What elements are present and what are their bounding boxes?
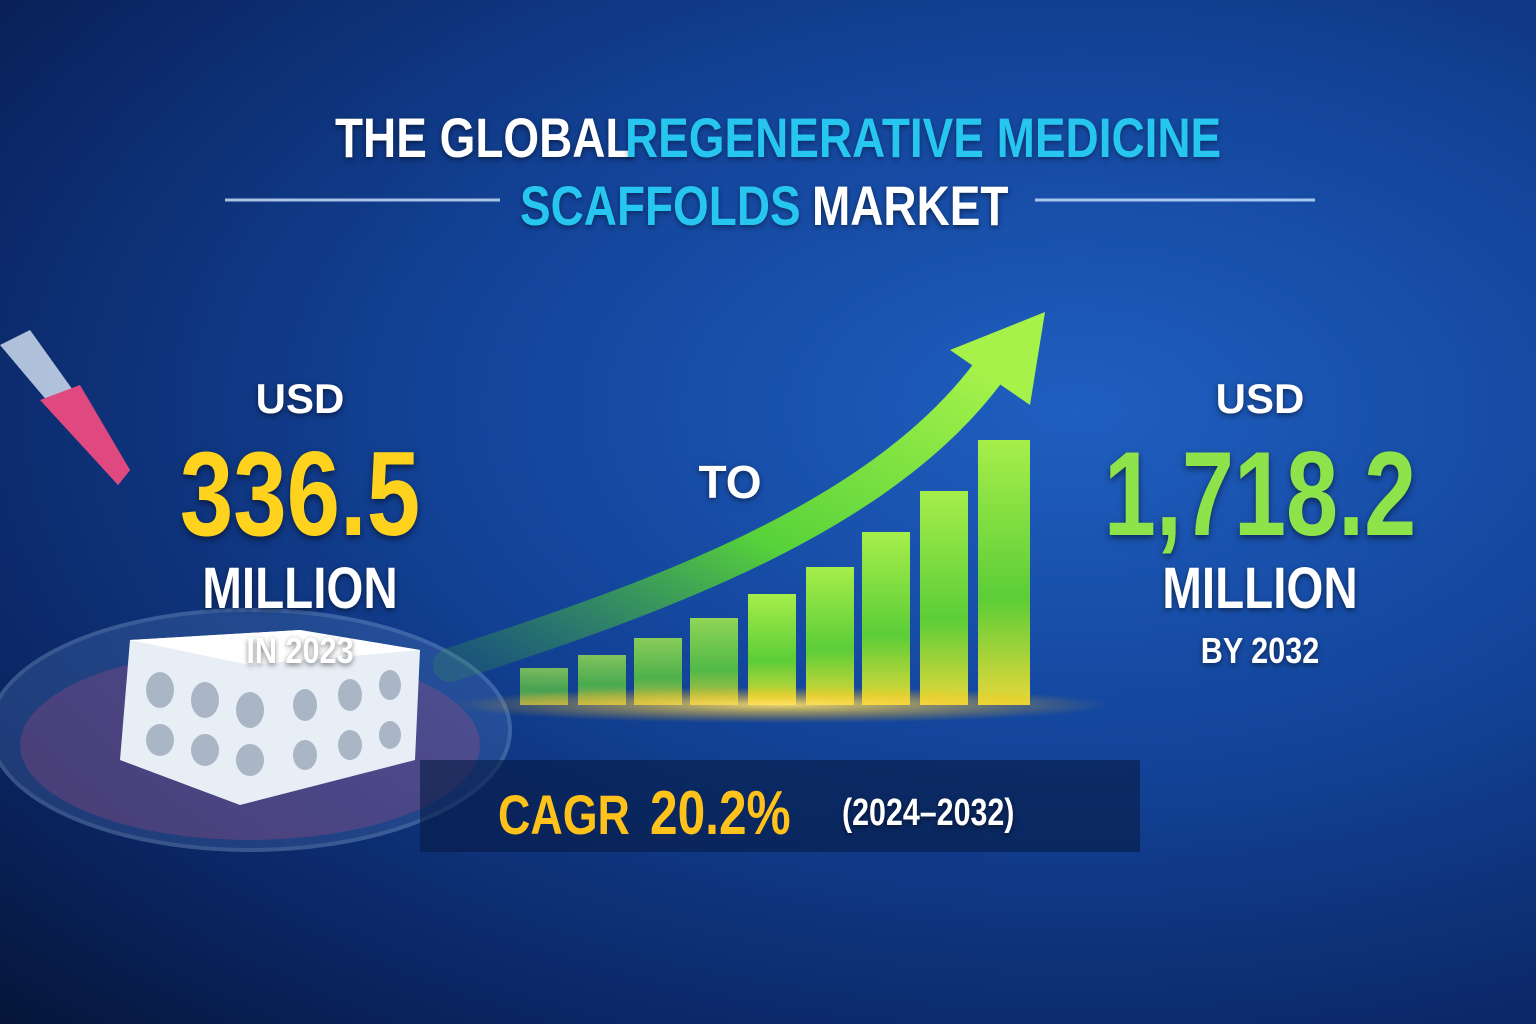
title-text: THE GLOBAL (335, 106, 634, 169)
start-currency: USD (255, 375, 345, 422)
title-accent: REGENERATIVE MEDICINE (625, 106, 1222, 169)
cagr-period: (2024–2032) (842, 792, 1015, 834)
end-currency: USD (1215, 375, 1305, 422)
start-period: IN 2023 (246, 630, 354, 671)
start-value: 336.5 (179, 427, 421, 561)
end-unit: MILLION (1162, 556, 1358, 621)
end-period: BY 2032 (1200, 630, 1320, 671)
growth-arrow (433, 312, 1045, 682)
pipette (0, 330, 130, 485)
glow (450, 687, 1110, 723)
end-value: 1,718.2 (1103, 427, 1417, 561)
cagr-band (420, 760, 1140, 852)
scaffold (120, 630, 420, 805)
cagr-label: CAGR (498, 783, 630, 846)
title-text: MARKET (812, 174, 1009, 237)
cagr-value: 20.2% (650, 779, 791, 848)
start-unit: MILLION (202, 556, 398, 621)
title-accent: SCAFFOLDS (520, 174, 801, 237)
growth-bars (520, 440, 1030, 705)
connector: TO (698, 456, 762, 508)
